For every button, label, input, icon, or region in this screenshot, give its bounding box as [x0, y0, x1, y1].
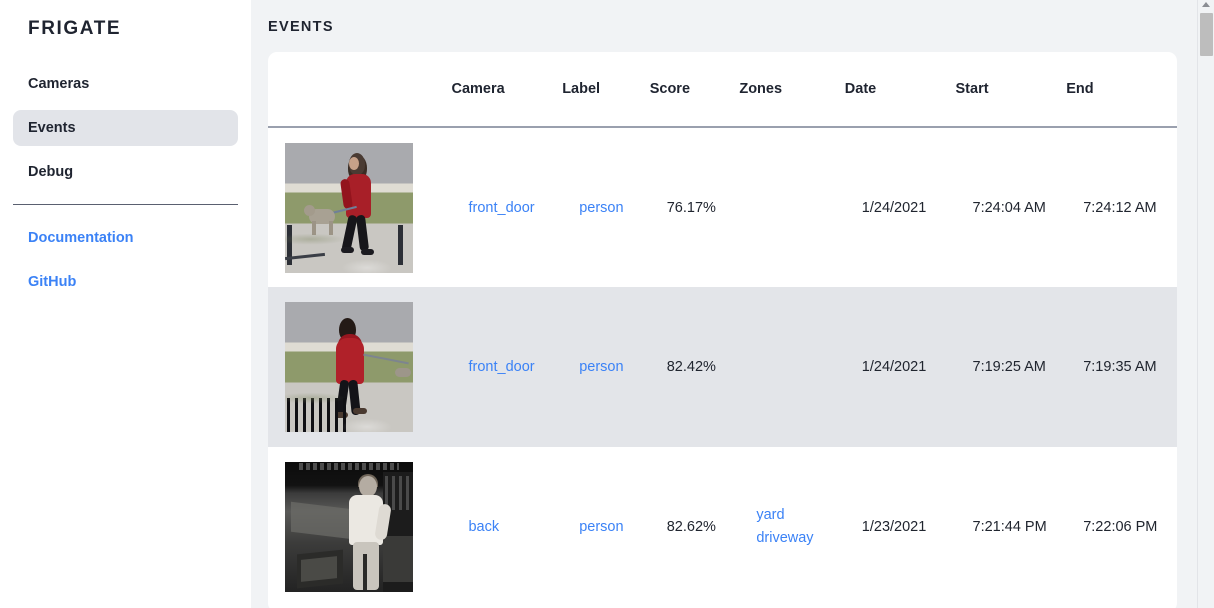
event-start-value: 7:19:25 AM [972, 359, 1046, 375]
event-camera-link[interactable]: front_door [468, 359, 535, 375]
event-label-link[interactable]: person [579, 359, 624, 375]
event-date-value: 1/23/2021 [861, 519, 927, 535]
event-start-cell: 7:24:04 AM [956, 127, 1067, 287]
event-start-value: 7:21:44 PM [972, 519, 1047, 535]
sidebar-item-events[interactable]: Events [13, 110, 238, 146]
event-thumbnail-cell[interactable] [268, 127, 451, 287]
thumbnail-wrapper [268, 142, 451, 273]
event-end-value: 7:24:12 AM [1083, 199, 1157, 216]
event-zones-value[interactable] [739, 200, 756, 216]
sidebar-divider [13, 204, 238, 205]
events-table-body: front_door person 76.17% 1/24/2021 [268, 127, 1177, 607]
event-label-cell: person [562, 287, 650, 447]
event-label-cell: person [562, 127, 650, 287]
thumbnail-wrapper [268, 302, 451, 432]
event-zones-cell [739, 127, 844, 287]
scrollbar-thumb[interactable] [1200, 13, 1213, 56]
event-zone-yard[interactable]: yard [756, 507, 785, 523]
event-zones-value[interactable] [739, 359, 756, 375]
event-camera-link[interactable]: front_door [468, 199, 535, 216]
event-camera-cell: back [451, 447, 562, 607]
event-score-cell: 76.17% [650, 127, 740, 287]
sidebar-item-cameras[interactable]: Cameras [28, 76, 90, 92]
event-camera-link[interactable]: back [468, 519, 500, 535]
events-card: Camera Label Score Zones Date Start End [268, 52, 1177, 608]
event-date-cell: 1/24/2021 [845, 127, 956, 287]
event-end-value: 7:19:35 AM [1083, 359, 1157, 375]
sidebar: FRIGATE Cameras Events Debug Documentati… [0, 0, 251, 608]
events-table: Camera Label Score Zones Date Start End [268, 52, 1177, 607]
event-score-value: 82.42% [666, 359, 716, 375]
table-row[interactable]: front_door person 76.17% 1/24/2021 [268, 127, 1177, 287]
event-start-cell: 7:21:44 PM [956, 447, 1067, 607]
app-brand: FRIGATE [28, 18, 122, 39]
page-title: EVENTS [268, 19, 334, 35]
vertical-scrollbar[interactable] [1197, 0, 1214, 608]
event-zones-list: yard driveway [739, 504, 844, 550]
sidebar-link-documentation[interactable]: Documentation [28, 230, 134, 246]
event-score-value: 76.17% [666, 199, 716, 216]
event-date-cell: 1/23/2021 [845, 447, 956, 607]
event-label-cell: person [562, 447, 650, 607]
event-thumbnail-image[interactable] [285, 302, 413, 432]
column-header-end[interactable]: End [1066, 81, 1094, 97]
event-zone-driveway[interactable]: driveway [756, 530, 814, 546]
event-end-cell: 7:19:35 AM [1066, 287, 1177, 447]
event-end-cell: 7:24:12 AM [1066, 127, 1177, 287]
column-header-camera[interactable]: Camera [451, 81, 505, 97]
table-row[interactable]: front_door person 82.42% 1/24/2021 [268, 287, 1177, 447]
event-thumbnail-image[interactable] [285, 462, 413, 592]
event-label-link[interactable]: person [579, 519, 624, 535]
column-header-score[interactable]: Score [649, 81, 691, 97]
column-header-zones[interactable]: Zones [739, 81, 783, 97]
event-zones-cell [739, 287, 844, 447]
main-content: EVENTS Camera Label Score Zones Date [251, 0, 1214, 608]
sidebar-external-links: Documentation GitHub [0, 223, 251, 297]
event-thumbnail-cell[interactable] [268, 447, 451, 607]
event-start-cell: 7:19:25 AM [956, 287, 1067, 447]
thumbnail-wrapper [268, 462, 451, 592]
sidebar-item-debug[interactable]: Debug [28, 164, 74, 180]
event-date-value: 1/24/2021 [861, 199, 927, 216]
sidebar-nav: Cameras Events Debug [0, 66, 251, 190]
event-date-value: 1/24/2021 [861, 359, 927, 375]
event-thumbnail-cell[interactable] [268, 287, 451, 447]
event-score-value: 82.62% [666, 519, 716, 535]
event-score-cell: 82.42% [650, 287, 740, 447]
column-header-date[interactable]: Date [844, 81, 877, 97]
table-row[interactable]: back person 82.62% yard driveway [268, 447, 1177, 607]
fence-decoration [285, 398, 353, 432]
event-end-value: 7:22:06 PM [1083, 519, 1158, 535]
event-zones-cell: yard driveway [739, 447, 844, 607]
events-table-header: Camera Label Score Zones Date Start End [268, 52, 1177, 127]
event-camera-cell: front_door [451, 127, 562, 287]
scroll-up-arrow-icon[interactable] [1202, 2, 1210, 7]
column-header-label[interactable]: Label [562, 81, 601, 97]
event-score-cell: 82.62% [650, 447, 740, 607]
event-start-value: 7:24:04 AM [972, 199, 1046, 216]
column-header-start[interactable]: Start [955, 81, 989, 97]
event-camera-cell: front_door [451, 287, 562, 447]
event-label-link[interactable]: person [579, 199, 624, 216]
table-header-row: Camera Label Score Zones Date Start End [268, 52, 1177, 127]
event-date-cell: 1/24/2021 [845, 287, 956, 447]
column-header-thumbnail [268, 52, 451, 127]
sidebar-link-github[interactable]: GitHub [28, 274, 77, 290]
event-thumbnail-image[interactable] [285, 142, 413, 273]
event-end-cell: 7:22:06 PM [1066, 447, 1177, 607]
